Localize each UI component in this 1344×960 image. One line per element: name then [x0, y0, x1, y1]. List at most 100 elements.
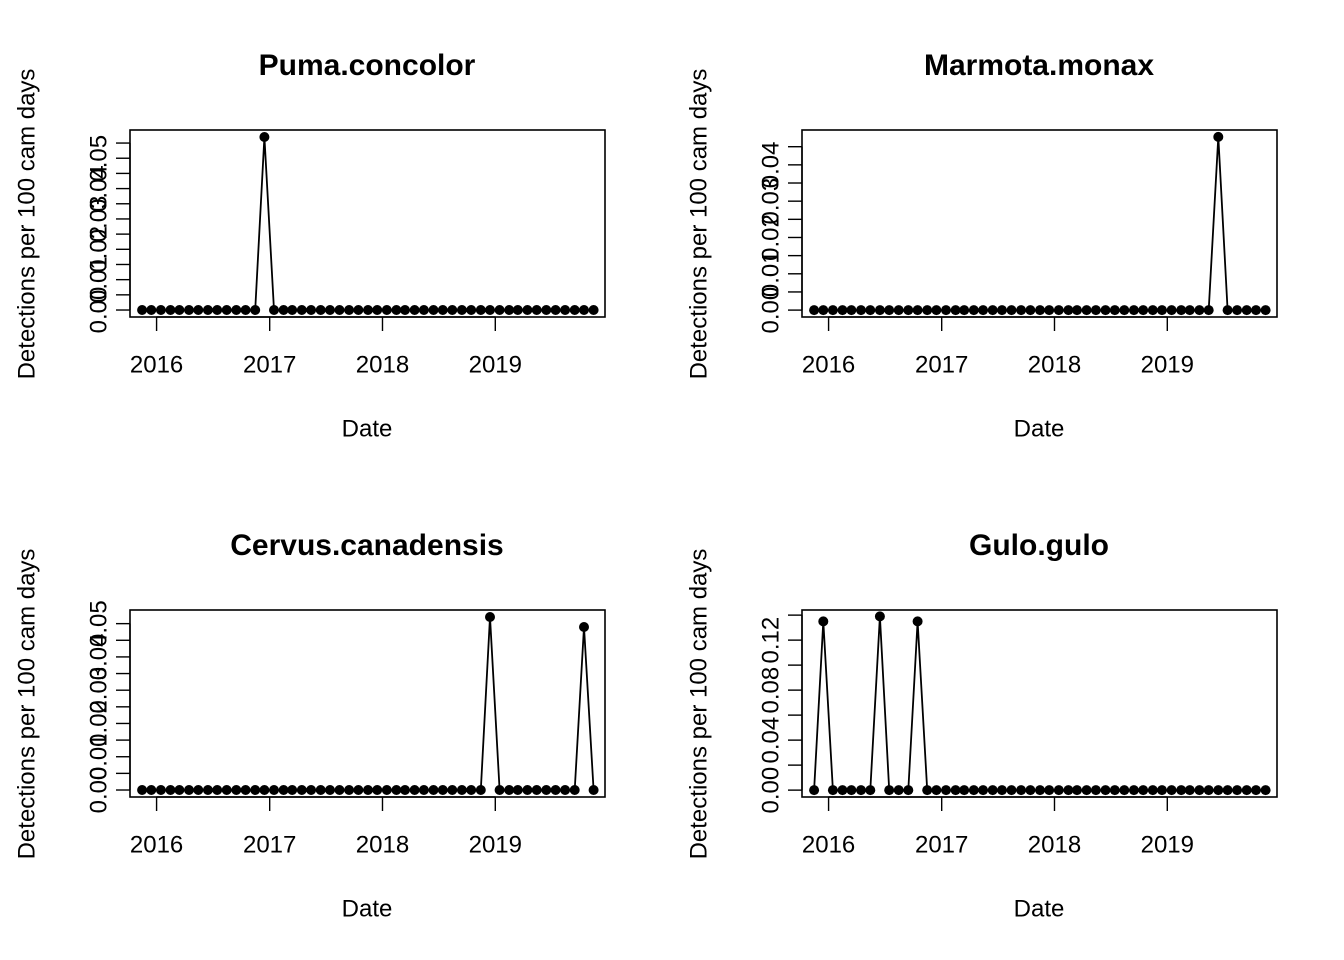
data-point	[1109, 305, 1120, 316]
data-point	[250, 785, 261, 795]
data-point	[240, 785, 251, 795]
data-point	[475, 305, 486, 315]
data-point	[212, 785, 223, 795]
data-point	[922, 785, 933, 796]
data-point	[827, 785, 838, 796]
data-point	[1090, 305, 1101, 316]
x-tick-label: 2017	[915, 831, 968, 858]
data-point	[1016, 305, 1027, 316]
plot-frame	[129, 609, 606, 798]
data-point	[400, 305, 410, 315]
data-point	[588, 305, 599, 315]
data-point	[837, 785, 848, 796]
data-point	[146, 305, 157, 315]
series-line	[814, 135, 1266, 312]
data-point	[184, 305, 194, 315]
chart-title: Puma.concolor	[259, 49, 476, 82]
data-point	[184, 785, 194, 795]
data-point	[569, 785, 580, 795]
data-point	[1035, 305, 1045, 316]
y-tick-label: 0.00	[757, 287, 784, 334]
data-point	[1194, 785, 1205, 796]
data-point	[475, 785, 486, 795]
data-point	[466, 785, 477, 795]
data-point	[997, 305, 1007, 316]
y-tick-label: 0.04	[757, 141, 784, 188]
data-point	[865, 305, 876, 316]
data-point	[550, 305, 561, 315]
data-point	[372, 785, 383, 795]
data-point	[874, 305, 885, 316]
data-point	[1016, 785, 1027, 796]
data-point	[353, 785, 364, 795]
data-point	[466, 305, 477, 315]
data-point	[1232, 785, 1243, 796]
data-point	[1025, 785, 1036, 796]
data-point	[978, 785, 989, 796]
data-point	[837, 305, 848, 316]
data-point	[978, 305, 989, 316]
data-point	[428, 785, 439, 795]
data-point	[1128, 305, 1139, 316]
data-point	[968, 305, 979, 316]
data-point	[579, 305, 589, 315]
data-point	[884, 785, 895, 796]
y-tick-label: 0.04	[85, 634, 112, 681]
y-axis-label: Detections per 100 cam days	[13, 549, 40, 860]
data-point	[865, 785, 876, 796]
data-point	[1232, 305, 1243, 316]
data-point	[1006, 305, 1017, 316]
data-point	[269, 785, 279, 795]
data-point	[202, 785, 213, 795]
data-point	[1251, 785, 1261, 796]
data-point	[1222, 785, 1233, 796]
data-point	[1072, 785, 1082, 796]
data-point	[1176, 785, 1187, 796]
data-point	[1176, 305, 1187, 316]
y-tick-label: 0.05	[85, 600, 112, 647]
data-point	[856, 305, 866, 316]
data-point	[827, 305, 838, 316]
data-point	[447, 305, 458, 315]
y-tick-label: 0.03	[757, 178, 784, 225]
data-point	[400, 785, 410, 795]
data-point	[296, 785, 307, 795]
y-tick-label: 0.03	[85, 196, 112, 243]
x-tick-label: 2019	[1141, 351, 1194, 378]
data-point	[1147, 785, 1158, 796]
data-point	[409, 305, 420, 315]
chart-title: Cervus.canadensis	[230, 529, 503, 562]
data-point	[1251, 305, 1261, 316]
x-tick-label: 2016	[130, 831, 183, 858]
y-tick-label: 0.12	[757, 617, 784, 664]
data-point	[1260, 305, 1271, 316]
data-point	[950, 785, 961, 796]
x-tick-label: 2019	[469, 351, 522, 378]
data-point	[1203, 305, 1214, 316]
data-point	[560, 785, 571, 795]
chart-title: Marmota.monax	[924, 49, 1154, 82]
data-point	[1025, 305, 1036, 316]
data-point	[941, 785, 951, 796]
data-point	[372, 305, 383, 315]
data-point	[809, 305, 820, 316]
data-point	[522, 785, 533, 795]
data-point	[165, 305, 176, 315]
data-point	[1053, 785, 1064, 796]
data-point	[1184, 305, 1195, 316]
y-axis-label: Detections per 100 cam days	[685, 69, 712, 380]
y-tick-label: 0.03	[85, 667, 112, 714]
data-point	[931, 305, 942, 316]
data-point	[912, 616, 923, 627]
series-line	[813, 615, 1266, 791]
y-tick-label: 0.00	[85, 767, 112, 814]
data-point	[531, 305, 542, 315]
data-point	[344, 785, 355, 795]
data-point	[1166, 785, 1177, 796]
plot-frame	[129, 129, 606, 318]
data-point	[250, 305, 261, 315]
x-axis-label: Date	[1014, 895, 1065, 922]
data-point	[259, 785, 270, 795]
data-point	[512, 785, 523, 795]
y-tick-label: 0.01	[757, 250, 784, 297]
